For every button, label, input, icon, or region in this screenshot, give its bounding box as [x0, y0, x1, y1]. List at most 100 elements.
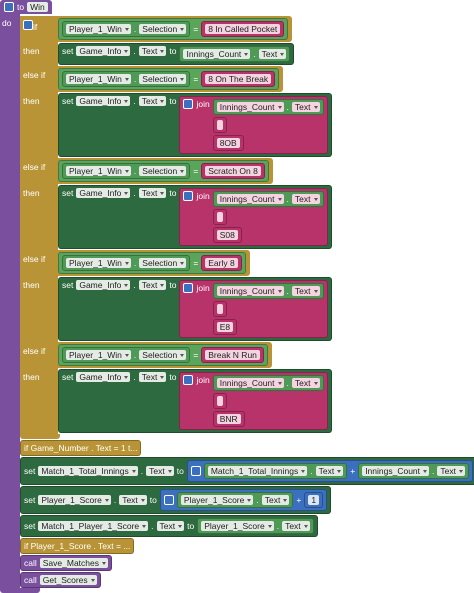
field[interactable]: Text: [138, 280, 167, 290]
field[interactable]: Text: [156, 521, 185, 531]
field[interactable]: Game_Info: [76, 372, 131, 382]
field[interactable]: Selection: [139, 74, 187, 84]
add-block[interactable]: Match_1_Total_Innings. Text + Innings_Count…: [186, 460, 473, 482]
field[interactable]: Selection: [139, 24, 187, 34]
field[interactable]: Text: [291, 194, 320, 204]
compare-block[interactable]: Player_1_Win. Selection = Early 8: [58, 252, 246, 274]
field[interactable]: Text: [437, 466, 465, 476]
empty-text-block[interactable]: [212, 209, 227, 225]
text-block[interactable]: 8 On The Break: [201, 71, 276, 87]
field[interactable]: Text: [119, 495, 147, 505]
field[interactable]: Text: [291, 286, 320, 296]
join-block[interactable]: join Innings_Count. Text 8OB: [179, 96, 328, 154]
field[interactable]: Innings_Count: [216, 286, 284, 296]
field[interactable]: Player_1_Win: [66, 166, 131, 176]
label: to: [169, 188, 177, 198]
field[interactable]: Text: [146, 466, 174, 476]
getter-block[interactable]: Innings_Count. Text: [212, 375, 324, 391]
set-block[interactable]: set Game_Info. Text to join Innings_Count. Tex…: [58, 93, 332, 157]
field[interactable]: Save_Matches: [39, 558, 108, 568]
getter-block[interactable]: Player_1_Win. Selection: [62, 71, 191, 87]
text-block[interactable]: E8: [212, 319, 238, 335]
field[interactable]: Get_Scores: [39, 575, 97, 585]
text-block[interactable]: 8 In Called Pocket: [201, 21, 285, 37]
text-block[interactable]: Break N Run: [201, 347, 264, 363]
getter-block[interactable]: Player_1_Win. Selection: [62, 347, 191, 363]
field[interactable]: Player_1_Win: [66, 258, 131, 268]
text-block[interactable]: Early 8: [201, 255, 242, 271]
field[interactable]: Selection: [139, 166, 187, 176]
call-block[interactable]: call Get_Scores: [20, 572, 101, 588]
field[interactable]: Game_Info: [76, 96, 131, 106]
join-block[interactable]: join Innings_Count. Text S08: [179, 188, 328, 246]
field[interactable]: Player_1_Win: [66, 74, 131, 84]
field[interactable]: Innings_Count: [216, 102, 284, 112]
set-block[interactable]: set Match_1_Player_1_Score. Text to Player_1…: [20, 515, 318, 537]
field[interactable]: Text: [138, 96, 167, 106]
getter-block[interactable]: Innings_Count. Text: [212, 283, 324, 299]
compare-block[interactable]: Player_1_Win. Selection = 8 On The Break: [58, 68, 280, 90]
empty-text-block[interactable]: [212, 301, 227, 317]
empty-text-block[interactable]: [212, 117, 227, 133]
set-block[interactable]: set Game_Info. Text to Innings_Count. Text: [58, 43, 295, 65]
field[interactable]: Text: [138, 188, 167, 198]
join-block[interactable]: join Innings_Count. Text BNR: [179, 372, 328, 430]
getter-block[interactable]: Innings_Count. Text: [212, 99, 324, 115]
field[interactable]: Match_1_Player_1_Score: [38, 521, 149, 531]
compare-block[interactable]: Player_1_Win. Selection = Scratch On 8: [58, 160, 269, 182]
set-block[interactable]: set Match_1_Total_Innings. Text to Match_1_T…: [20, 457, 474, 485]
empty-text-block[interactable]: [212, 393, 227, 409]
compare-block[interactable]: Player_1_Win. Selection = Break N Run: [58, 344, 268, 366]
getter-block[interactable]: Innings_Count. Text: [179, 46, 291, 62]
text-block[interactable]: BNR: [212, 411, 245, 427]
collapsed-block[interactable]: if Player_1_Score . Text = ...: [20, 538, 135, 554]
getter-block[interactable]: Innings_Count. Text: [358, 463, 469, 479]
set-block[interactable]: set Game_Info. Text to join Innings_Count. Tex…: [58, 369, 332, 433]
field[interactable]: Text: [282, 521, 310, 531]
field[interactable]: Game_Info: [76, 188, 131, 198]
field[interactable]: Match_1_Total_Innings: [38, 466, 138, 476]
field[interactable]: Text: [258, 49, 287, 59]
compare-block[interactable]: Player_1_Win. Selection = 8 In Called Pocke…: [58, 18, 289, 40]
field[interactable]: Player_1_Score: [38, 495, 111, 505]
field[interactable]: Innings_Count: [216, 378, 284, 388]
field[interactable]: Selection: [139, 258, 187, 268]
field[interactable]: Player_1_Score: [180, 495, 254, 505]
field[interactable]: Innings_Count: [183, 49, 251, 59]
field[interactable]: Player_1_Win: [66, 350, 131, 360]
number-block[interactable]: 1: [304, 492, 324, 508]
getter-block[interactable]: Player_1_Score. Text: [197, 518, 314, 534]
field[interactable]: Text: [291, 102, 320, 112]
field[interactable]: Text: [138, 372, 167, 382]
call-block[interactable]: call Save_Matches: [20, 555, 112, 571]
field[interactable]: Selection: [139, 350, 187, 360]
getter-block[interactable]: Player_1_Win. Selection: [62, 21, 191, 37]
getter-block[interactable]: Player_1_Win. Selection: [62, 163, 191, 179]
getter-block[interactable]: Innings_Count. Text: [212, 191, 324, 207]
collapsed-block[interactable]: if Game_Number . Text = 1 t...: [20, 440, 142, 456]
field[interactable]: Innings_Count: [216, 194, 284, 204]
text-block[interactable]: 8OB: [212, 135, 244, 151]
set-block[interactable]: set Game_Info. Text to join Innings_Count. Tex…: [58, 185, 332, 249]
field[interactable]: Game_Info: [76, 46, 131, 56]
set-block[interactable]: set Game_Info. Text to join Innings_Count. Tex…: [58, 277, 332, 341]
if-block[interactable]: if Player_1_Win. Selection = 8 In Called Poc…: [20, 16, 332, 439]
field[interactable]: Match_1_Total_Innings: [207, 466, 308, 476]
getter-block[interactable]: Player_1_Score. Text: [176, 492, 294, 508]
field[interactable]: Game_Info: [76, 280, 131, 290]
field[interactable]: Player_1_Win: [66, 24, 131, 34]
add-block[interactable]: Player_1_Score. Text +1: [159, 489, 328, 511]
field[interactable]: Innings_Count: [362, 466, 430, 476]
join-block[interactable]: join Innings_Count. Text E8: [179, 280, 328, 338]
field[interactable]: Text: [315, 466, 344, 476]
getter-block[interactable]: Player_1_Win. Selection: [62, 255, 191, 271]
field[interactable]: Player_1_Score: [201, 521, 274, 531]
field[interactable]: Text: [261, 495, 290, 505]
field[interactable]: Text: [138, 46, 167, 56]
set-block[interactable]: set Player_1_Score. Text to Player_1_Score. T…: [20, 486, 332, 514]
text-block[interactable]: Scratch On 8: [201, 163, 265, 179]
field[interactable]: Text: [291, 378, 320, 388]
text-block[interactable]: S08: [212, 227, 242, 243]
getter-block[interactable]: Match_1_Total_Innings. Text: [203, 463, 348, 479]
